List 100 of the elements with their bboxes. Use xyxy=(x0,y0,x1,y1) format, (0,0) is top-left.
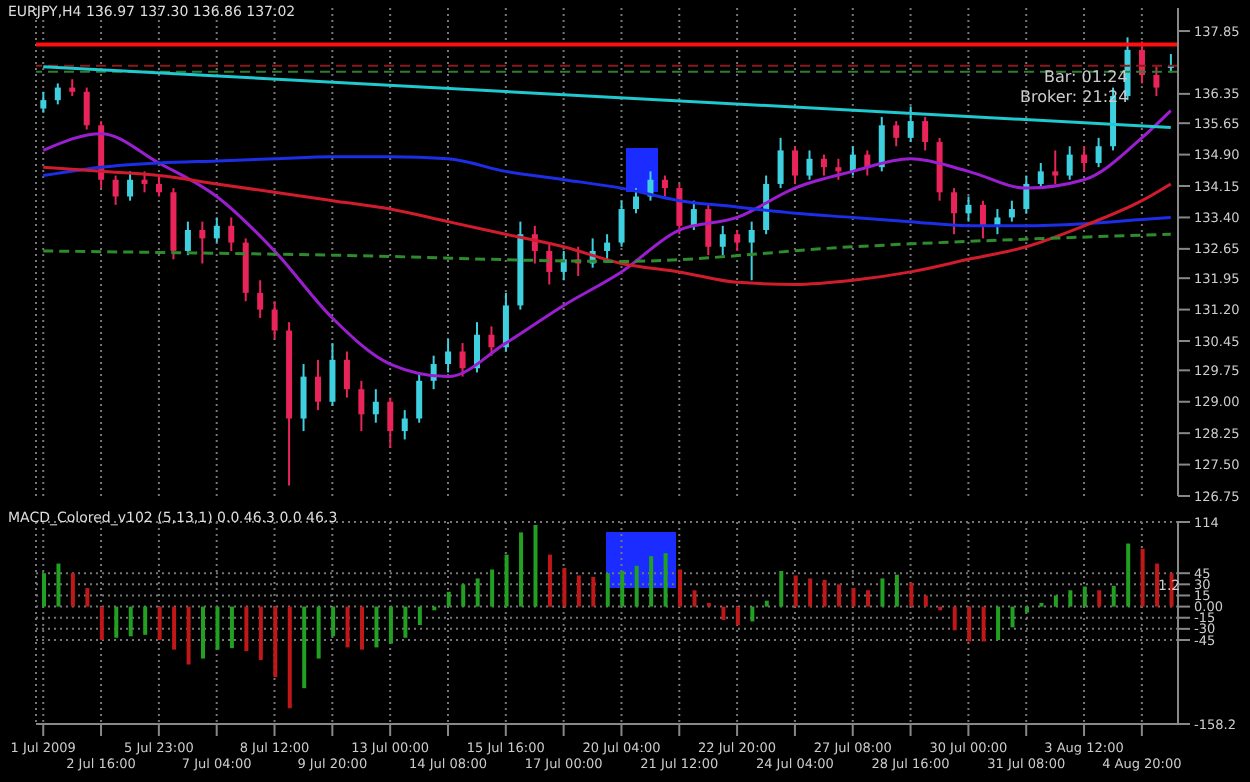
candlestick xyxy=(257,279,264,319)
bar xyxy=(1155,563,1160,607)
candlestick xyxy=(184,220,191,257)
bar xyxy=(865,590,870,607)
bar xyxy=(475,578,480,607)
candlestick xyxy=(1153,65,1160,97)
bar xyxy=(764,600,769,607)
bar xyxy=(1097,590,1102,607)
bar xyxy=(692,590,697,607)
candlestick xyxy=(777,136,784,190)
bar xyxy=(1082,586,1087,607)
candlestick xyxy=(141,170,148,194)
candlestick xyxy=(1081,145,1088,173)
candlestick xyxy=(83,86,90,131)
bar xyxy=(894,574,899,607)
candlestick xyxy=(416,371,423,424)
bar xyxy=(952,606,957,631)
candlestick xyxy=(965,195,972,223)
bar xyxy=(880,578,885,607)
bar xyxy=(533,524,538,607)
candlestick xyxy=(127,170,134,202)
bar xyxy=(215,606,220,650)
bar xyxy=(909,582,914,607)
bar xyxy=(605,573,610,607)
bar xyxy=(258,606,263,661)
candlestick xyxy=(835,157,842,181)
candlestick xyxy=(502,291,509,353)
line-series xyxy=(41,109,1173,379)
bar xyxy=(403,606,408,638)
bar xyxy=(1010,606,1015,628)
bar xyxy=(331,606,336,637)
bar xyxy=(837,584,842,607)
candlestick xyxy=(358,379,365,433)
candlestick xyxy=(54,82,61,106)
bar xyxy=(114,606,119,638)
bar xyxy=(923,595,928,607)
candlestick xyxy=(661,174,668,198)
candlestick xyxy=(213,216,220,244)
bar xyxy=(735,606,740,626)
candlestick xyxy=(343,350,350,399)
candlestick xyxy=(445,337,452,374)
bar xyxy=(851,588,856,607)
bar xyxy=(1111,585,1116,607)
bar xyxy=(967,606,972,642)
bar xyxy=(302,606,307,689)
bar xyxy=(316,606,321,659)
bar xyxy=(172,606,177,650)
bar xyxy=(56,563,61,607)
candlestick xyxy=(604,233,611,261)
candlestick xyxy=(1095,136,1102,169)
bar xyxy=(345,606,350,648)
bar xyxy=(591,576,596,607)
bar xyxy=(186,606,191,665)
bar xyxy=(42,573,46,607)
bar xyxy=(229,606,234,649)
bar xyxy=(360,606,365,650)
candlestick xyxy=(951,187,958,236)
candlestick xyxy=(806,149,813,181)
bar xyxy=(201,606,206,659)
bar xyxy=(99,606,104,640)
candlestick xyxy=(690,199,697,232)
bar xyxy=(663,553,668,607)
bar xyxy=(678,569,683,607)
candlestick xyxy=(1008,199,1015,223)
line-series xyxy=(41,165,1173,286)
candlestick xyxy=(199,220,206,265)
bar xyxy=(1068,590,1073,607)
candlestick xyxy=(372,388,379,424)
candlestick xyxy=(155,174,162,198)
candlestick xyxy=(705,203,712,257)
bar xyxy=(128,606,133,637)
bar xyxy=(793,575,798,607)
candlestick xyxy=(979,199,986,240)
bar xyxy=(649,556,654,607)
bar xyxy=(620,570,625,607)
bar xyxy=(446,591,451,607)
candlestick xyxy=(633,187,640,215)
bar xyxy=(85,588,90,607)
bar xyxy=(562,568,567,607)
bar xyxy=(822,579,827,607)
candlestick xyxy=(300,363,307,433)
bar xyxy=(779,570,784,607)
bar xyxy=(461,584,466,607)
candlestick xyxy=(922,115,929,152)
candlestick xyxy=(907,105,914,144)
bar xyxy=(721,606,726,620)
bar xyxy=(1126,543,1131,607)
bar xyxy=(244,606,249,652)
bar xyxy=(388,606,393,644)
bar xyxy=(547,554,552,607)
bar xyxy=(1024,606,1029,613)
bar xyxy=(504,554,509,607)
bar xyxy=(576,575,581,607)
candlestick xyxy=(1052,149,1059,185)
candlestick xyxy=(387,396,394,449)
candlestick xyxy=(893,120,900,148)
bar xyxy=(374,606,379,648)
candlestick xyxy=(459,342,466,378)
candlestick xyxy=(676,182,683,236)
candlestick xyxy=(488,325,495,357)
